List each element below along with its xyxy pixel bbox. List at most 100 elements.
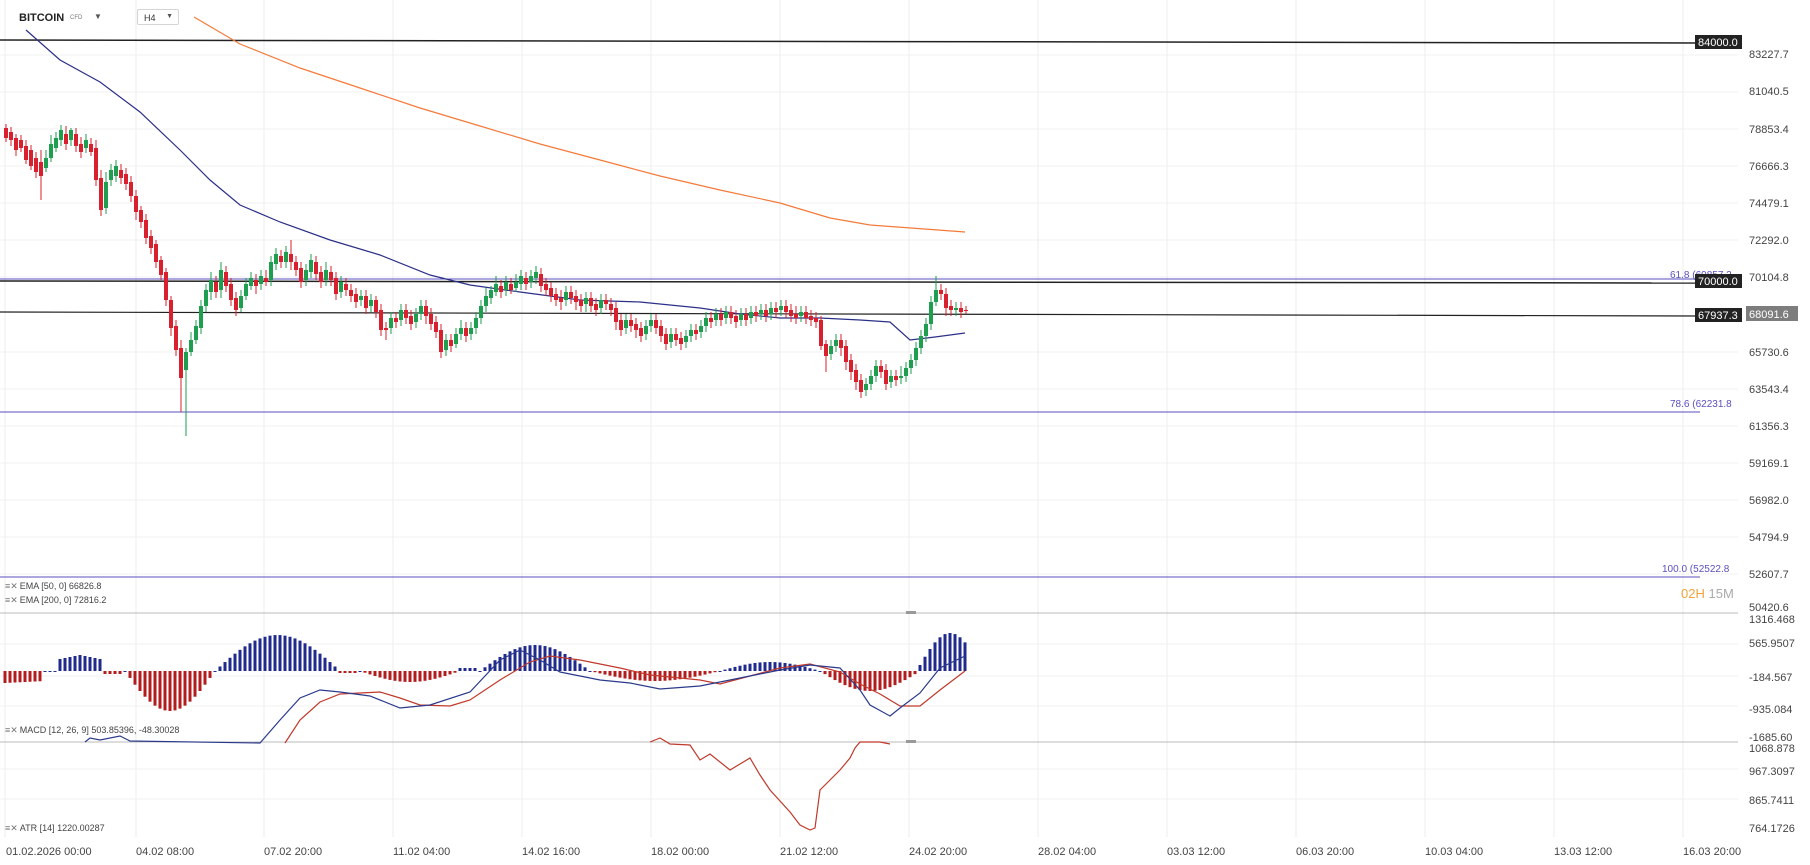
candle-body xyxy=(864,384,868,390)
macd-histogram-bar xyxy=(883,671,887,689)
macd-histogram-bar xyxy=(343,671,347,673)
candle-body xyxy=(534,272,538,278)
atr-axis-label: 1068.878 xyxy=(1749,743,1795,755)
settings-close-icon[interactable]: ≡✕ xyxy=(5,823,18,833)
macd-histogram-bar xyxy=(928,649,932,671)
macd-histogram-bar xyxy=(828,671,832,678)
level-line-84000[interactable] xyxy=(0,39,1701,44)
macd-axis-label: -1685.60 xyxy=(1749,732,1792,744)
timeframe-select[interactable]: H4 ▼ xyxy=(137,9,179,25)
indicator-legend-atr[interactable]: ≡✕ ATR [14] 1220.00287 xyxy=(5,823,105,834)
candle-body xyxy=(364,296,368,308)
indicator-legend-ema200[interactable]: ≡✕ EMA [200, 0] 72816.2 xyxy=(5,595,106,606)
macd-histogram-bar xyxy=(498,656,502,671)
macd-histogram-bar xyxy=(563,653,567,671)
macd-histogram-bar xyxy=(603,671,607,675)
candlestick-series[interactable] xyxy=(4,124,968,436)
candle-body xyxy=(519,276,523,284)
price-tag-84000[interactable]: 84000.0 xyxy=(1695,35,1742,49)
macd-histogram-bar xyxy=(153,671,157,706)
candle-body xyxy=(629,320,633,326)
macd-histogram-bar xyxy=(903,671,907,681)
candle-body xyxy=(329,272,333,280)
symbol-type-badge: CFD xyxy=(70,15,83,21)
candle-body xyxy=(254,280,258,286)
pane-resize-handle[interactable] xyxy=(906,740,916,743)
candle-body xyxy=(249,278,253,286)
macd-histogram-bar xyxy=(88,657,92,671)
ema200-line[interactable] xyxy=(193,16,966,233)
price-axis-label: 61356.3 xyxy=(1749,421,1789,433)
macd-histogram-bar xyxy=(383,671,387,679)
candle-body xyxy=(14,138,18,150)
candle-body xyxy=(49,144,53,158)
macd-signal-line xyxy=(284,655,966,744)
macd-histogram-bar xyxy=(363,671,367,673)
macd-histogram-bar xyxy=(888,671,892,688)
price-axis[interactable]: 83227.7 81040.5 78853.4 76666.3 74479.1 … xyxy=(1749,49,1789,614)
symbol-dropdown-icon[interactable]: ▼ xyxy=(94,12,102,21)
candle-body xyxy=(409,316,413,324)
macd-axis[interactable]: 1316.468 565.9507 -184.567 -935.084 -168… xyxy=(1749,614,1795,744)
indicator-legend-ema50[interactable]: ≡✕ EMA [50, 0] 66826.8 xyxy=(5,581,101,592)
settings-close-icon[interactable]: ≡✕ xyxy=(5,725,18,735)
macd-histogram-bar xyxy=(673,671,677,680)
macd-histogram-bar xyxy=(788,663,792,671)
candle-body xyxy=(424,306,428,316)
macd-histogram-bar xyxy=(188,671,192,702)
candle-body xyxy=(449,340,453,346)
price-tag-67937[interactable]: 67937.3 xyxy=(1695,308,1742,322)
macd-histogram-bar xyxy=(458,668,462,671)
macd-histogram-bar xyxy=(618,671,622,678)
indicator-legend-macd[interactable]: ≡✕ MACD [12, 26, 9] 503.85396, -48.30028 xyxy=(5,725,179,736)
macd-histogram-bar xyxy=(713,671,717,673)
price-axis-label: 83227.7 xyxy=(1749,49,1789,61)
candle-body xyxy=(354,294,358,302)
price-tag-70000[interactable]: 70000.0 xyxy=(1695,274,1742,288)
candle-body xyxy=(879,366,883,372)
time-axis-label: 14.02 16:00 xyxy=(522,846,580,858)
candle-body xyxy=(434,322,438,332)
macd-histogram-bar xyxy=(198,671,202,691)
macd-histogram-bar xyxy=(418,671,422,682)
macd-histogram-bar xyxy=(158,671,162,709)
candle-body xyxy=(869,376,873,384)
atr-axis[interactable]: 1068.878 967.3097 865.7411 764.1726 xyxy=(1749,743,1795,835)
macd-histogram-bar xyxy=(138,671,142,691)
level-line-67937[interactable] xyxy=(0,311,1701,317)
candle-body xyxy=(719,314,723,320)
candle-body xyxy=(384,328,388,330)
macd-histogram-bar xyxy=(43,671,47,672)
price-axis-label: 52607.7 xyxy=(1749,569,1789,581)
candle-body xyxy=(389,318,393,328)
symbol-name[interactable]: BITCOIN xyxy=(19,12,65,24)
pane-resize-handle[interactable] xyxy=(906,611,916,614)
macd-histogram-bar xyxy=(253,640,257,671)
candle-body xyxy=(744,314,748,320)
indicator-ema200-label: EMA [200, 0] 72816.2 xyxy=(19,595,107,605)
macd-histogram-bar xyxy=(863,671,867,691)
candle-body xyxy=(34,158,38,172)
macd-histogram-bar xyxy=(868,671,872,691)
settings-close-icon[interactable]: ≡✕ xyxy=(5,581,18,591)
macd-histogram-bar xyxy=(13,671,17,683)
candle-body xyxy=(404,310,408,318)
candle-body xyxy=(804,312,808,318)
candle-body xyxy=(914,348,918,360)
candle-body xyxy=(269,262,273,280)
settings-close-icon[interactable]: ≡✕ xyxy=(5,595,18,605)
candle-body xyxy=(774,308,778,312)
time-axis[interactable]: 01.02.2026 00:00 04.02 08:00 07.02 20:00… xyxy=(6,846,1741,858)
macd-histogram-bar xyxy=(173,671,177,711)
candle-body xyxy=(619,320,623,330)
level-line-70000[interactable] xyxy=(0,280,1701,284)
candle-body xyxy=(809,316,813,320)
candle-body xyxy=(239,296,243,308)
macd-histogram-bar xyxy=(73,656,77,671)
candle-body xyxy=(649,320,653,326)
macd-histogram-bar xyxy=(438,671,442,678)
candle-body xyxy=(834,340,838,346)
macd-histogram-bar xyxy=(718,671,722,672)
